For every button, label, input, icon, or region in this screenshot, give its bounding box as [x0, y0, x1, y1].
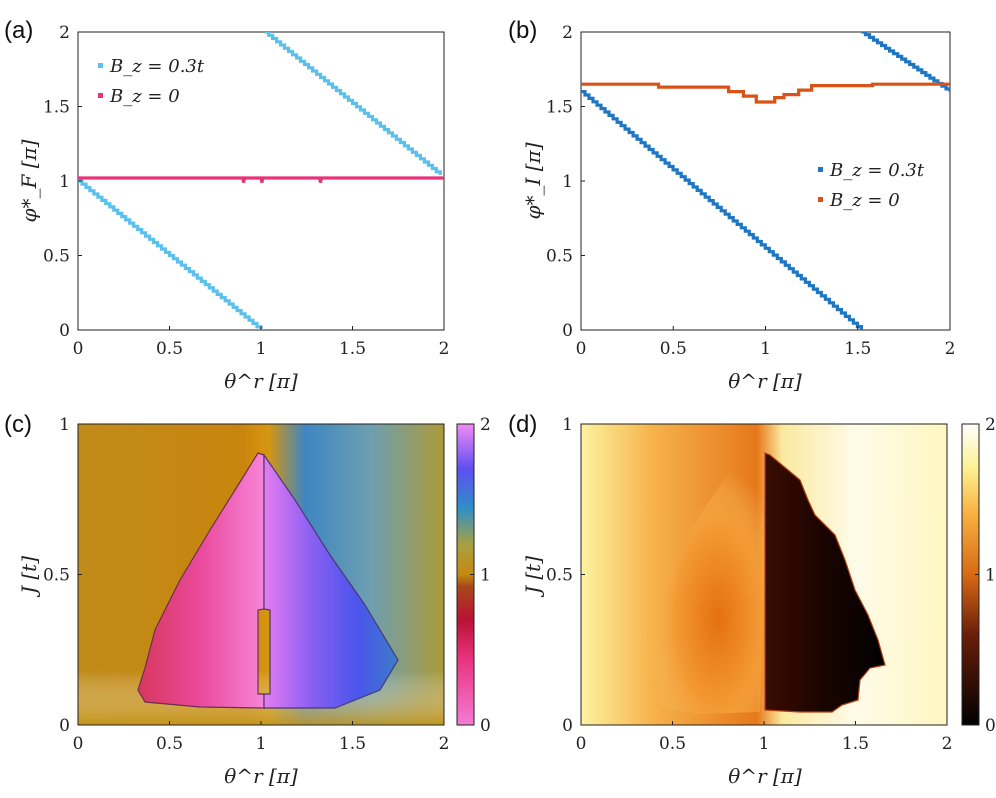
panel-b-xtick-label-3: 1.5 [844, 339, 871, 359]
panel-b-legend-swatch-1 [818, 167, 823, 172]
panel-b-xtick-label-1: 0.5 [660, 339, 687, 359]
panel-d-colorbar-label-2: 2 [985, 415, 996, 435]
panel-c-violet-region [263, 453, 399, 709]
panel-a-xlabel: θ^r [π] [224, 369, 298, 393]
panel-a-series-1-line [78, 176, 444, 183]
panel-b-ytick-label-2: 1 [562, 172, 573, 192]
panel-b-ytick-label-0: 0 [562, 321, 573, 341]
panel-d-xlabel: θ^r [π] [728, 764, 802, 788]
panel-d-xtick-label-3: 1.5 [842, 734, 869, 754]
panel-d-dark-region [764, 452, 886, 713]
panel-c-ytick-label-0: 0 [59, 716, 70, 736]
panel-a-ylabel: φ*_F [π] [17, 139, 41, 222]
panel-b-plot-area [580, 31, 951, 331]
panel-c-colorbar-label-2: 2 [480, 415, 491, 435]
panel-a-legend-swatch-1 [98, 63, 103, 68]
panel-b-ytick-label-3: 1.5 [546, 98, 573, 118]
panel-c-colorbar-label-1: 1 [480, 566, 491, 586]
panel-a-ytick-label-4: 2 [59, 23, 70, 43]
panel-c-xtick-label-0: 0 [73, 734, 84, 754]
panel-b-series-0-segment-1 [861, 32, 950, 92]
panel-d-ytick-label-0: 0 [562, 716, 573, 736]
panel-c-xtick-label-3: 1.5 [339, 734, 366, 754]
panel-a-xtick-label-4: 2 [439, 339, 450, 359]
panel-d: 0 0.5 1 1.5 2 0 0.5 1 0 1 2 θ^r [π] J [t] [521, 415, 996, 788]
panel-a-ytick-label-1: 0.5 [43, 247, 70, 267]
panel-a-xtick-label-1: 0.5 [156, 339, 183, 359]
panel-c-xlabel: θ^r [π] [224, 764, 298, 788]
panel-d-xtick-label-0: 0 [576, 734, 587, 754]
panel-label-d: (d) [508, 411, 537, 438]
panel-b-xtick-label-4: 2 [945, 339, 956, 359]
panel-a-series-0-segment-1 [264, 32, 442, 175]
panel-a: 0 0.5 1 1.5 2 0 0.5 1 1.5 2 B_z = 0.3t B_z = 0 θ^… [17, 23, 449, 393]
panel-b-xtick-label-2: 1 [760, 339, 771, 359]
panel-c-pink-region [137, 452, 265, 709]
panel-b-ylabel: φ*_I [π] [521, 142, 545, 219]
panel-a-ytick-label-0: 0 [59, 321, 70, 341]
panel-b-series-0-segment-0 [581, 90, 863, 330]
panel-c-colorbar-label-0: 0 [480, 716, 491, 736]
panel-c-ylabel: J [t] [17, 556, 41, 598]
panel-b-xlabel: θ^r [π] [728, 369, 802, 393]
panel-d-ylabel: J [t] [521, 556, 545, 598]
panel-a-legend: B_z = 0.3t B_z = 0 [98, 56, 205, 107]
panel-d-colorbar-label-0: 0 [985, 716, 996, 736]
panel-c-xtick-label-2: 1 [256, 734, 267, 754]
panel-label-a: (a) [4, 17, 33, 44]
panel-b-legend-label-2: B_z = 0 [829, 190, 900, 211]
panel-a-legend-label-2: B_z = 0 [109, 86, 180, 107]
panel-b-legend: B_z = 0.3t B_z = 0 [818, 160, 925, 211]
panel-b-xtick-label-0: 0 [576, 339, 587, 359]
panel-a-ytick-label-3: 1.5 [43, 98, 70, 118]
panel-d-colorbar-label-1: 1 [985, 566, 996, 586]
panel-c: 0 0.5 1 1.5 2 0 0.5 1 0 1 2 θ^r [π] J [t] [17, 415, 491, 788]
panel-b-legend-swatch-2 [818, 197, 823, 202]
panel-label-c: (c) [4, 411, 32, 438]
panel-a-xtick-label-2: 1 [256, 339, 267, 359]
panel-d-ytick-label-1: 0.5 [546, 566, 573, 586]
panel-d-xtick-label-4: 2 [942, 734, 953, 754]
panel-b-series-1-line [581, 82, 950, 104]
panel-c-ytick-label-1: 0.5 [43, 566, 70, 586]
panel-b-ytick-label-4: 2 [562, 23, 573, 43]
panel-a-legend-swatch-2 [98, 93, 103, 98]
panel-b: 0 0.5 1 1.5 2 0 0.5 1 1.5 2 B_z = 0.3t B_z = 0 θ^… [521, 23, 955, 393]
panel-c-xtick-label-4: 2 [439, 734, 450, 754]
panel-a-xtick-label-0: 0 [73, 339, 84, 359]
panel-d-xtick-label-2: 1 [759, 734, 770, 754]
panel-a-xtick-label-3: 1.5 [339, 339, 366, 359]
panel-d-xtick-label-1: 0.5 [659, 734, 686, 754]
panel-a-ytick-label-2: 1 [59, 172, 70, 192]
panel-a-series-0-segment-0 [78, 179, 263, 330]
panel-c-ytick-label-2: 1 [59, 415, 70, 435]
panel-b-legend-label-1: B_z = 0.3t [829, 160, 925, 181]
panel-label-b: (b) [508, 17, 537, 44]
panel-b-ytick-label-1: 0.5 [546, 247, 573, 267]
panel-d-orange-region [640, 440, 770, 714]
panel-c-xtick-label-1: 0.5 [156, 734, 183, 754]
panel-d-ytick-label-2: 1 [562, 415, 573, 435]
panel-a-legend-label-1: B_z = 0.3t [109, 56, 205, 77]
